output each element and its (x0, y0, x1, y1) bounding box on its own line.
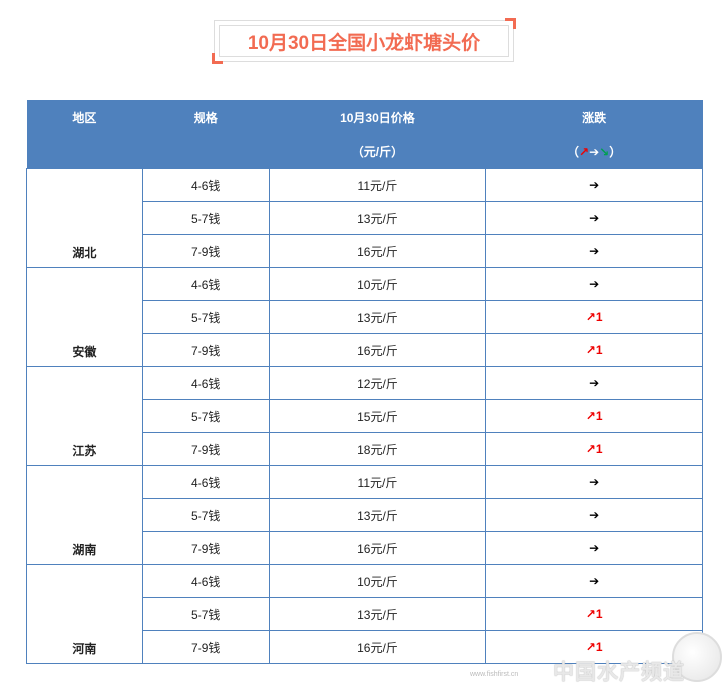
spec-cell: 5-7钱 (141, 399, 270, 433)
header-spec: 规格 (142, 100, 270, 134)
spec-cell: 4-6钱 (141, 168, 270, 202)
spec-cell: 4-6钱 (141, 267, 270, 301)
header-blank (142, 134, 270, 169)
change-cell: ➔ (485, 498, 703, 532)
table-body: 湖北 4-6钱 11元/斤 ➔ 5-7钱 13元/斤 ➔ 7-9钱 16元/斤 ➔ 安徽 4-6钱 10… (26, 168, 703, 664)
header-change-legend: （↗➔↘） (485, 134, 703, 169)
arrow-down-icon: ↘ (599, 144, 610, 159)
spec-cell: 5-7钱 (141, 300, 270, 334)
price-cell: 10元/斤 (268, 564, 487, 598)
header-region: 地区 (26, 100, 143, 134)
table-row: 7-9钱 16元/斤 ➔ (27, 234, 703, 268)
change-cell: ➔ (485, 531, 703, 565)
price-cell: 16元/斤 (268, 333, 487, 367)
arrow-up-icon: ↗ (579, 144, 590, 159)
region-cell: 湖北 (26, 168, 143, 268)
table-row: 7-9钱 16元/斤 ↗1 (27, 333, 703, 367)
change-cell: ➔ (485, 366, 703, 400)
price-cell: 12元/斤 (268, 366, 487, 400)
price-cell: 16元/斤 (268, 234, 487, 268)
region-cell: 安徽 (26, 267, 143, 367)
table-row: 5-7钱 13元/斤 ↗1 (27, 300, 703, 334)
spec-cell: 4-6钱 (141, 366, 270, 400)
region-cell: 江苏 (26, 366, 143, 466)
spec-cell: 5-7钱 (141, 498, 270, 532)
header-change: 涨跌 (485, 100, 703, 134)
title-frame (214, 20, 514, 62)
price-cell: 16元/斤 (268, 531, 487, 565)
price-cell: 13元/斤 (268, 498, 487, 532)
spec-cell: 4-6钱 (141, 465, 270, 499)
watermark-globe-icon (672, 632, 722, 682)
change-cell: ↗1 (485, 333, 703, 367)
table-row: 安徽 4-6钱 10元/斤 ➔ (26, 267, 703, 367)
table-row: 7-9钱 16元/斤 ➔ (27, 531, 703, 565)
change-cell: ➔ (485, 168, 703, 202)
table-row: 河南 4-6钱 10元/斤 ➔ (26, 564, 703, 664)
change-cell: ➔ (485, 267, 703, 301)
region-cell: 河南 (26, 564, 143, 664)
watermark: 中国水产频道 (553, 661, 685, 684)
spec-cell: 7-9钱 (141, 234, 270, 268)
price-cell: 13元/斤 (268, 300, 487, 334)
spec-cell: 7-9钱 (141, 432, 270, 466)
table-row: 湖北 4-6钱 11元/斤 ➔ (26, 168, 703, 268)
change-cell: ↗1 (485, 432, 703, 466)
change-cell: ➔ (485, 234, 703, 268)
spec-cell: 7-9钱 (141, 630, 270, 664)
title-banner: 10月30日全国小龙虾塘头价 (212, 18, 516, 64)
table-row: 7-9钱 16元/斤 ↗1 (27, 630, 703, 664)
arrow-right-icon: ➔ (589, 144, 600, 159)
page-title: 10月30日全国小龙虾塘头价 (219, 25, 509, 57)
change-cell: ↗1 (485, 597, 703, 631)
price-cell: 16元/斤 (268, 630, 487, 664)
table-row: 7-9钱 18元/斤 ↗1 (27, 432, 703, 466)
price-cell: 10元/斤 (268, 267, 487, 301)
corner-decoration (212, 53, 223, 64)
change-cell: ↗1 (485, 399, 703, 433)
price-cell: 11元/斤 (268, 168, 487, 202)
watermark-url: www.fishfirst.cn (470, 671, 519, 678)
region-cell: 湖南 (26, 465, 143, 565)
change-cell: ↗1 (485, 630, 703, 664)
header-blank (26, 134, 143, 169)
price-cell: 13元/斤 (268, 597, 487, 631)
corner-decoration (505, 18, 516, 29)
legend-close-paren: ） (609, 144, 622, 159)
price-cell: 13元/斤 (268, 201, 487, 235)
spec-cell: 5-7钱 (141, 597, 270, 631)
table-row: 江苏 4-6钱 12元/斤 ➔ (26, 366, 703, 466)
spec-cell: 5-7钱 (141, 201, 270, 235)
change-cell: ↗1 (485, 300, 703, 334)
spec-cell: 4-6钱 (141, 564, 270, 598)
header-price-unit: （元/斤） (269, 134, 486, 169)
price-table: 地区 规格 10月30日价格 涨跌 （元/斤） （↗➔↘） 湖北 4-6钱 11元/… (26, 100, 703, 664)
change-cell: ➔ (485, 201, 703, 235)
header-price: 10月30日价格 (269, 100, 486, 134)
price-cell: 11元/斤 (268, 465, 487, 499)
table-row: 湖南 4-6钱 11元/斤 ➔ (26, 465, 703, 565)
change-cell: ➔ (485, 564, 703, 598)
spec-cell: 7-9钱 (141, 333, 270, 367)
spec-cell: 7-9钱 (141, 531, 270, 565)
price-cell: 15元/斤 (268, 399, 487, 433)
legend-open-paren: （ (567, 144, 580, 159)
price-cell: 18元/斤 (268, 432, 487, 466)
change-cell: ➔ (485, 465, 703, 499)
table-row: 5-7钱 13元/斤 ➔ (27, 201, 703, 235)
